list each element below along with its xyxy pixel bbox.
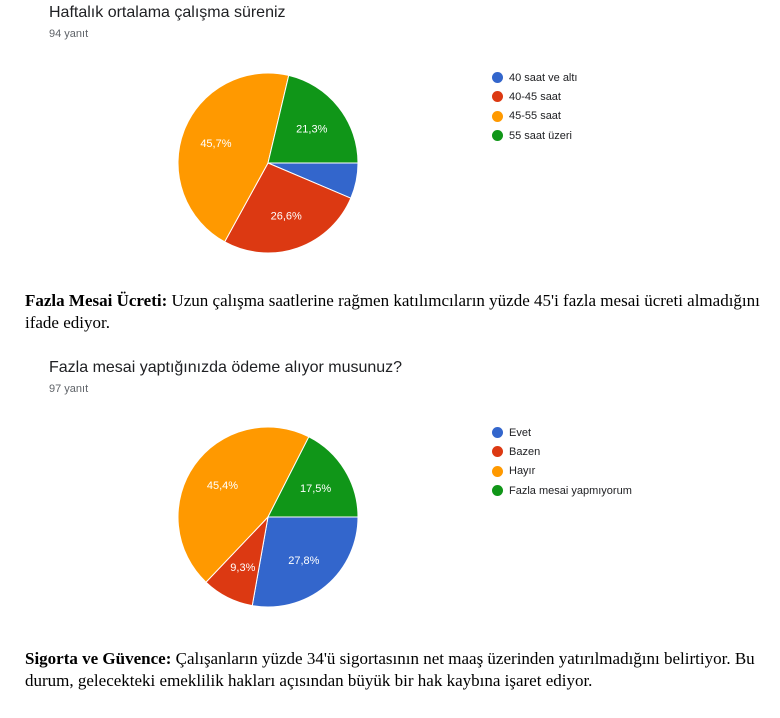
legend-swatch-icon: [492, 110, 503, 122]
slice-label-2: 26,6%: [271, 211, 302, 223]
chart-title: Fazla mesai yaptığınızda ödeme alıyor mu…: [49, 359, 403, 376]
slice-label-2: 9,3%: [230, 562, 255, 574]
legend-item: 40-45 saat: [492, 87, 578, 106]
chart-legend: 40 saat ve altı 40-45 saat 45-55 saat 55 sa…: [492, 68, 578, 145]
legend-item: 45-55 saat: [492, 107, 578, 126]
legend-label: 40 saat ve altı: [509, 71, 578, 84]
pie-chart: 27,8% 9,3% 45,4% 17,5%: [177, 426, 359, 608]
pie-slice-3: [177, 72, 290, 243]
pie-slice-4: [267, 74, 359, 164]
legend-swatch-icon: [492, 427, 503, 439]
legend-item: Fazla mesai yapmıyorum: [492, 481, 632, 500]
legend-item: Evet: [492, 423, 632, 442]
paragraph-heading: Sigorta ve Güvence:: [25, 649, 172, 668]
legend-swatch-icon: [492, 446, 503, 458]
legend-swatch-icon: [492, 130, 503, 142]
pie-slice-4: [267, 436, 359, 518]
legend-label: Fazla mesai yapmıyorum: [509, 484, 632, 497]
response-count: 94 yanıt: [49, 28, 89, 40]
slice-label-3: 45,7%: [200, 138, 231, 150]
slice-label-4: 21,3%: [296, 123, 327, 135]
legend-swatch-icon: [492, 72, 503, 84]
pie-slice-1: [251, 516, 359, 608]
response-count: 97 yanıt: [49, 383, 89, 395]
legend-label: 55 saat üzeri: [509, 129, 572, 142]
chart-title: Haftalık ortalama çalışma süreniz: [49, 4, 286, 21]
pie-chart: 26,6% 45,7% 21,3%: [177, 72, 359, 254]
legend-item: 40 saat ve altı: [492, 68, 578, 87]
legend-swatch-icon: [492, 485, 503, 497]
chart-legend: Evet Bazen Hayır Fazla mesai yapmıyorum: [492, 423, 632, 500]
legend-label: 40-45 saat: [509, 90, 561, 103]
legend-label: Evet: [509, 426, 532, 439]
slice-label-1: 27,8%: [288, 555, 319, 567]
legend-item: Bazen: [492, 442, 632, 461]
chart-1: Haftalık ortalama çalışma süreniz 94 yan…: [0, 0, 780, 270]
chart-2: Fazla mesai yaptığınızda ödeme alıyor mu…: [0, 355, 780, 630]
slice-label-3: 45,4%: [207, 480, 238, 492]
legend-label: 45-55 saat: [509, 110, 561, 123]
legend-item: Hayır: [492, 462, 632, 481]
legend-swatch-icon: [492, 91, 503, 103]
legend-item: 55 saat üzeri: [492, 126, 578, 145]
paragraph-text: Çalışanların yüzde 34'ü sigortasının net…: [25, 649, 755, 690]
legend-label: Bazen: [509, 445, 541, 458]
paragraph-heading: Fazla Mesai Ücreti:: [25, 291, 168, 310]
legend-swatch-icon: [492, 465, 503, 477]
legend-label: Hayır: [509, 465, 536, 478]
paragraph-insurance: Sigorta ve Güvence: Çalışanların yüzde 3…: [25, 648, 760, 692]
paragraph-text: Uzun çalışma saatlerine rağmen katılımcı…: [25, 291, 760, 332]
pie-slice-3: [177, 426, 310, 583]
slice-label-4: 17,5%: [300, 483, 331, 495]
paragraph-overtime: Fazla Mesai Ücreti: Uzun çalışma saatler…: [25, 290, 760, 334]
